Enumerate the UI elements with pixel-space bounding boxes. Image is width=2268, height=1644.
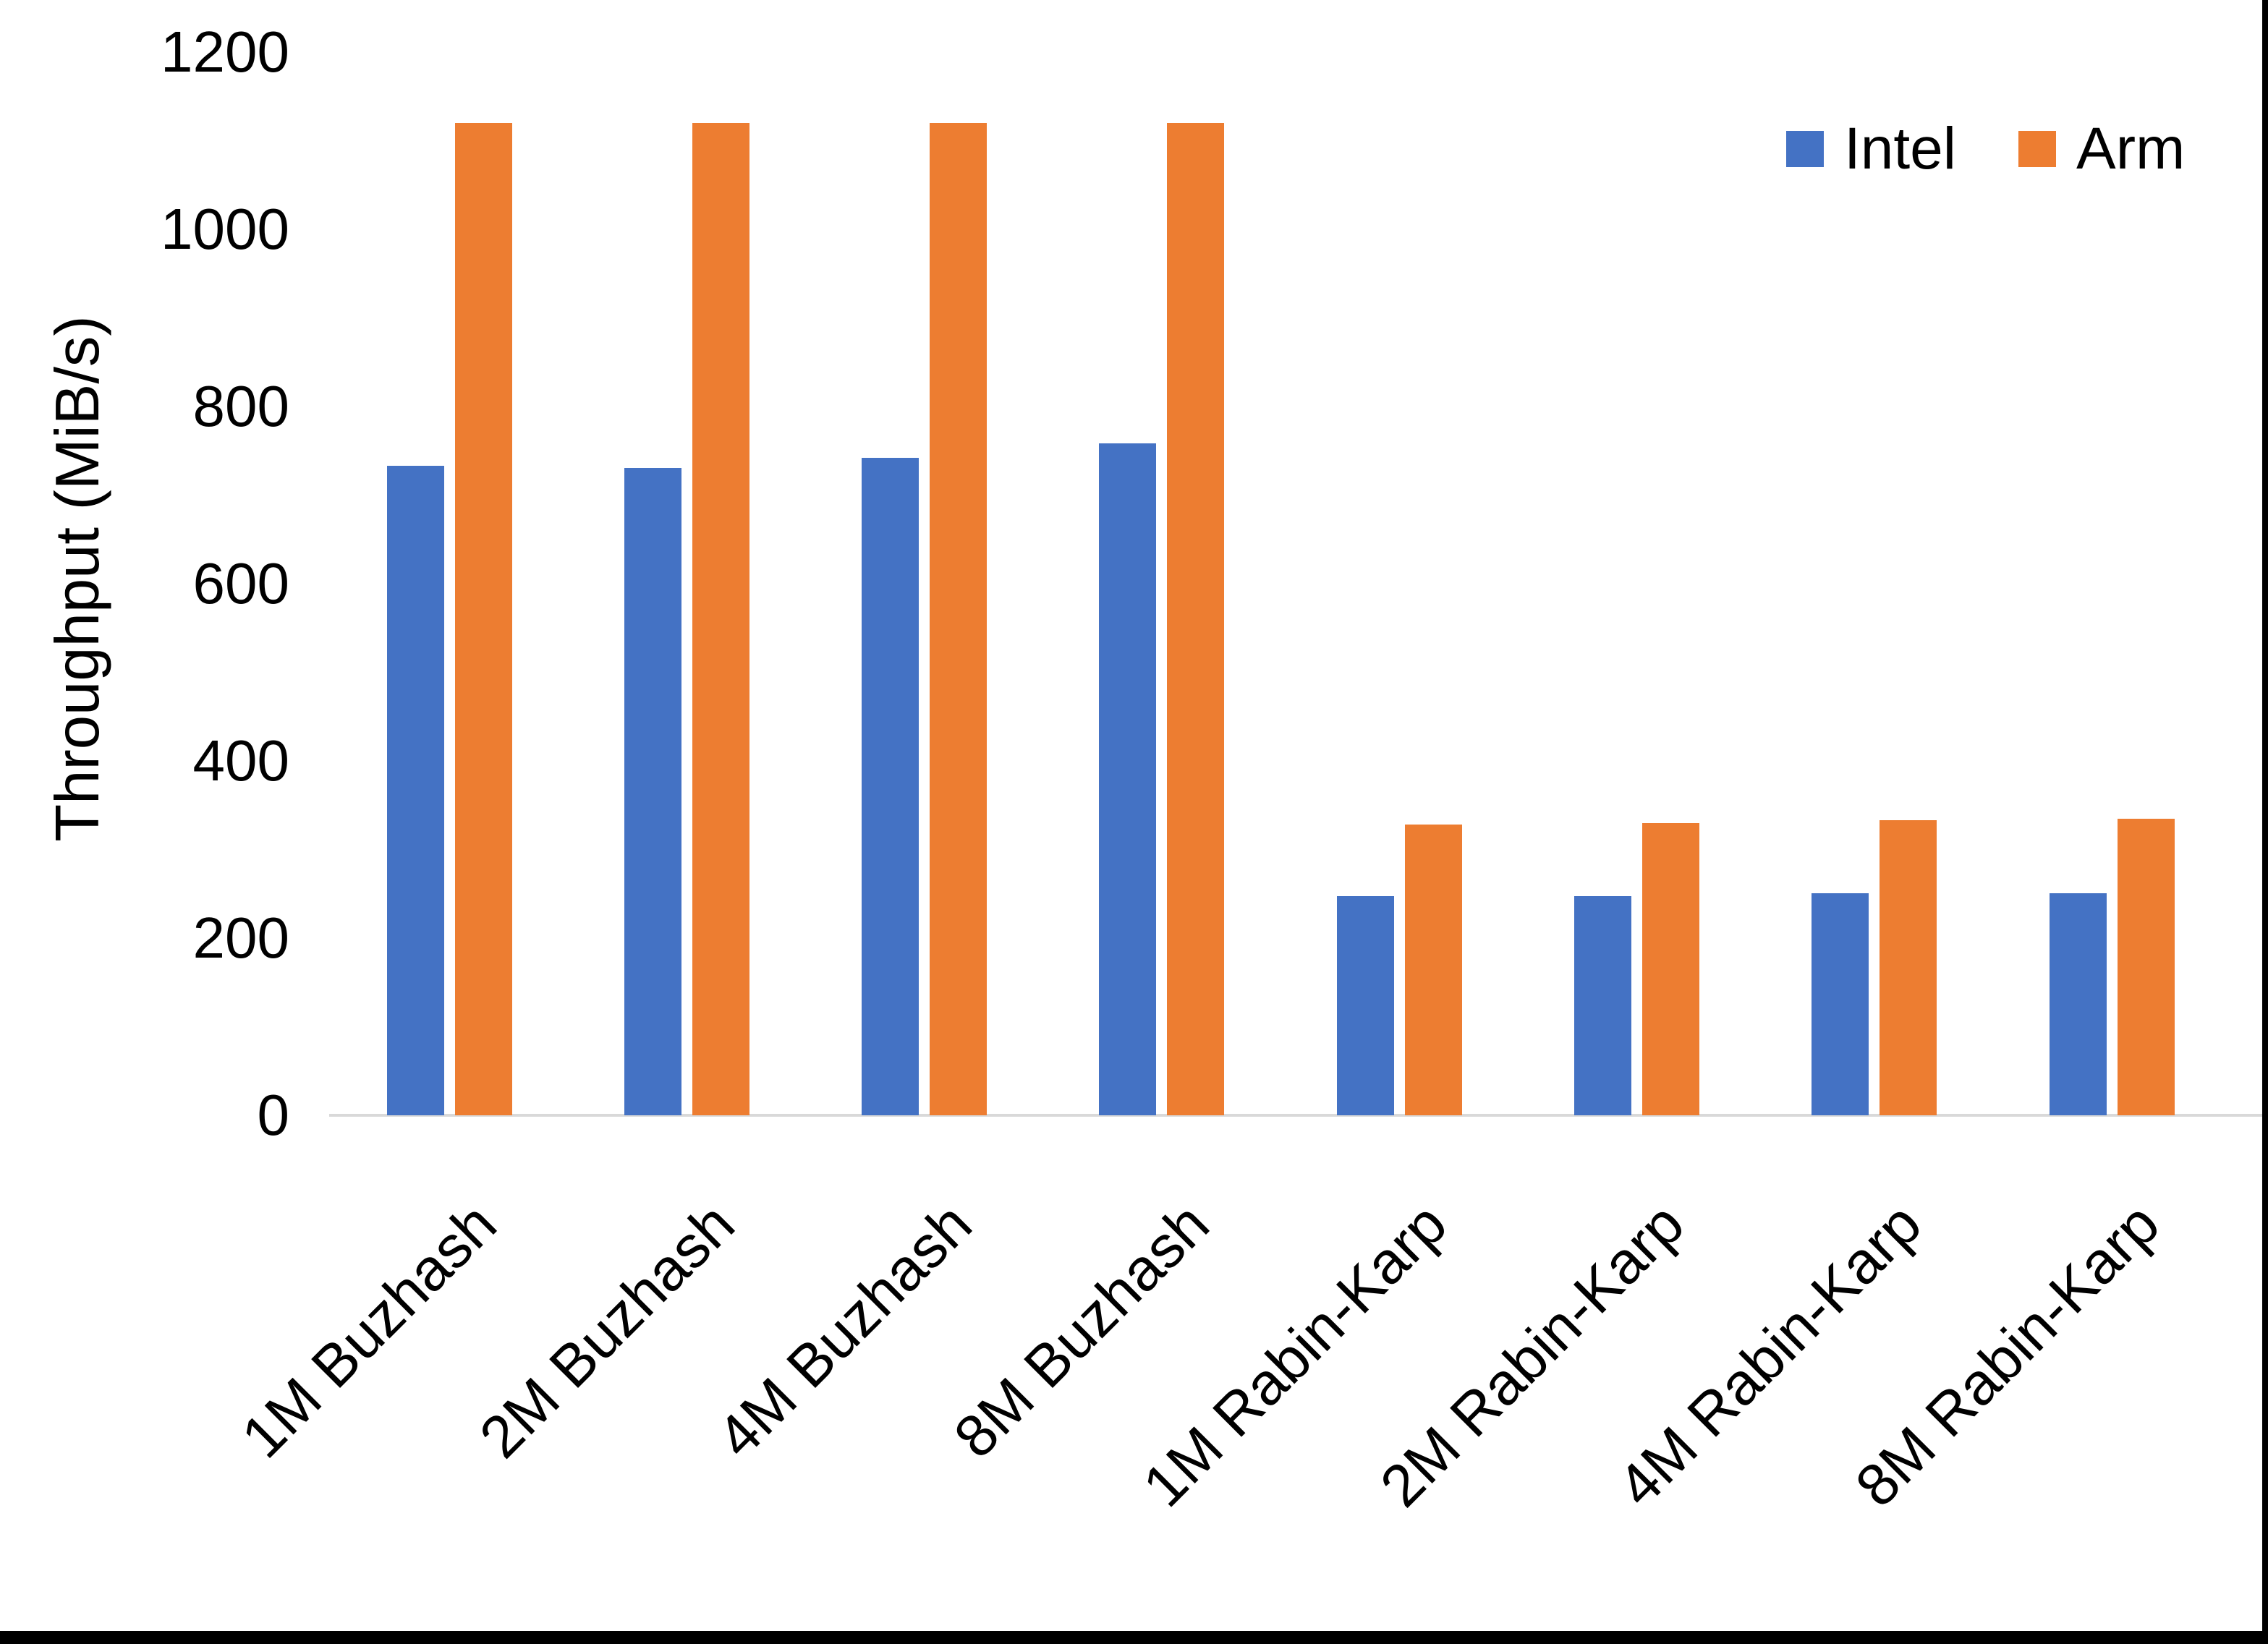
bar-arm-1m-rabin-karp: [1405, 825, 1462, 1115]
bar-arm-4m-rabin-karp: [1880, 820, 1937, 1115]
bar-intel-1m-buzhash: [387, 466, 444, 1115]
x-axis-line: [329, 1114, 2262, 1117]
bar-intel-2m-rabin-karp: [1574, 896, 1631, 1115]
y-tick-label: 600: [192, 551, 289, 616]
legend-label: Arm: [2076, 116, 2186, 182]
legend-label: Intel: [1844, 116, 1956, 182]
bar-arm-2m-rabin-karp: [1642, 823, 1699, 1115]
x-category-label: 4M Buzhash: [704, 1191, 985, 1471]
legend-swatch-intel: [1786, 131, 1824, 167]
bar-intel-4m-rabin-karp: [1812, 893, 1869, 1115]
legend-swatch-arm: [2018, 131, 2056, 167]
bar-arm-2m-buzhash: [692, 123, 749, 1115]
legend-item-arm: Arm: [2018, 119, 2185, 179]
bar-intel-8m-rabin-karp: [2050, 893, 2107, 1115]
x-category-label: 2M Buzhash: [467, 1191, 747, 1471]
bar-intel-2m-buzhash: [624, 468, 681, 1115]
legend: Intel Arm: [1786, 119, 2185, 179]
screenshot-bottom-border: [0, 1631, 2268, 1644]
legend-item-intel: Intel: [1786, 119, 1956, 179]
bar-arm-8m-rabin-karp: [2118, 819, 2175, 1115]
bar-arm-8m-buzhash: [1167, 123, 1224, 1115]
bar-arm-1m-buzhash: [455, 123, 512, 1115]
bar-intel-8m-buzhash: [1099, 443, 1156, 1115]
y-tick-label: 200: [192, 906, 289, 970]
x-category-label: 1M Buzhash: [229, 1191, 509, 1471]
screenshot-right-border: [2262, 0, 2268, 1644]
bar-intel-1m-rabin-karp: [1337, 896, 1394, 1115]
bar-intel-4m-buzhash: [862, 458, 919, 1115]
y-tick-label: 400: [192, 728, 289, 793]
y-tick-label: 0: [257, 1083, 290, 1147]
y-tick-label: 1200: [161, 20, 289, 84]
bar-arm-4m-buzhash: [930, 123, 987, 1115]
y-tick-label: 1000: [161, 197, 289, 261]
y-tick-label: 800: [192, 374, 289, 438]
y-axis-title: Throughput (MiB/s): [43, 315, 112, 842]
